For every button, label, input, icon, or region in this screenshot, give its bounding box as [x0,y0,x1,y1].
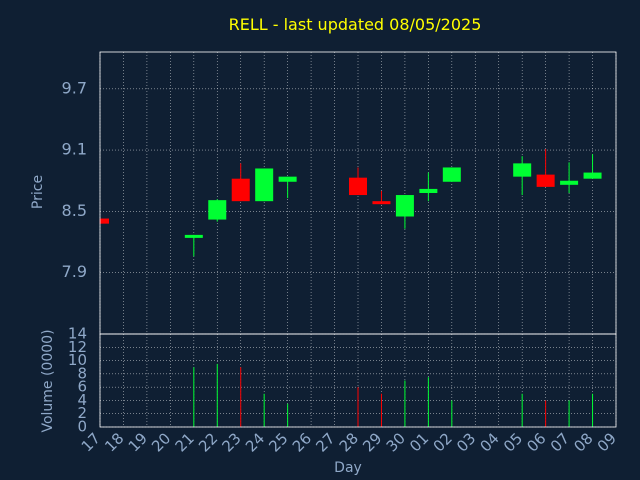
x-axis-label: Day [334,460,362,476]
x-tick-label: 08 [570,429,596,455]
x-tick-label: 20 [148,429,174,455]
price-tick-label: 7.9 [62,262,87,281]
price-tick-label: 9.1 [62,140,87,159]
price-tick-label: 9.7 [62,78,87,97]
x-tick-label: 24 [242,429,268,455]
x-tick-label: 04 [477,429,503,455]
candle-body [419,188,438,193]
candle-body [583,172,602,179]
x-tick-label: 23 [219,429,245,455]
price-y-ticks: 9.7 9.1 8.5 7.9 [62,78,87,281]
x-tick-label: 27 [312,429,338,455]
x-tick-label: 26 [289,429,315,455]
x-tick-label: 19 [125,429,151,455]
candle-body [372,201,391,205]
candle-body [208,200,227,220]
price-axis-label: Price [30,175,46,209]
volume-tick-label: 4 [77,391,87,409]
chart-title: RELL - last updated 08/05/2025 [229,15,482,34]
volume-tick-label: 6 [77,378,87,396]
candle-body [536,174,555,187]
x-tick-label: 18 [101,429,127,455]
candle-body [255,168,274,202]
x-tick-label: 01 [406,429,432,455]
candle-body [278,176,297,182]
volume-tick-label: 12 [68,338,87,356]
x-tick-label: 29 [359,429,385,455]
x-tick-label: 22 [195,429,221,455]
volume-bars [193,363,594,427]
volume-tick-label: 2 [77,404,87,422]
x-tick-label: 09 [594,429,620,455]
volume-tick-label: 10 [68,351,87,369]
x-tick-label: 02 [430,429,456,455]
x-axis-ticks: 1718192021222324252627282930010203040506… [78,429,620,455]
candle-body [231,178,250,202]
x-tick-label: 21 [172,429,198,455]
x-tick-label: 06 [523,429,549,455]
panel-frames [99,51,617,428]
x-tick-label: 03 [453,429,479,455]
candle-body [100,218,109,224]
x-tick-label: 05 [500,429,526,455]
candle-body [513,163,532,177]
candle-body [560,180,579,185]
x-tick-label: 07 [547,429,573,455]
volume-tick-label: 0 [77,418,87,436]
x-tick-label: 28 [336,429,362,455]
candle-body [349,177,367,196]
candle-body [442,167,461,182]
x-tick-label: 25 [265,429,291,455]
volume-axis-label: Volume (0000) [40,329,56,432]
volume-tick-label: 8 [77,364,87,382]
candle-body [184,234,203,238]
candle-body [395,195,414,217]
price-tick-label: 8.5 [62,201,87,220]
volume-panel-frame [99,333,617,428]
x-tick-label: 30 [383,429,409,455]
volume-tick-label: 14 [68,325,87,343]
price-candles [99,149,602,257]
